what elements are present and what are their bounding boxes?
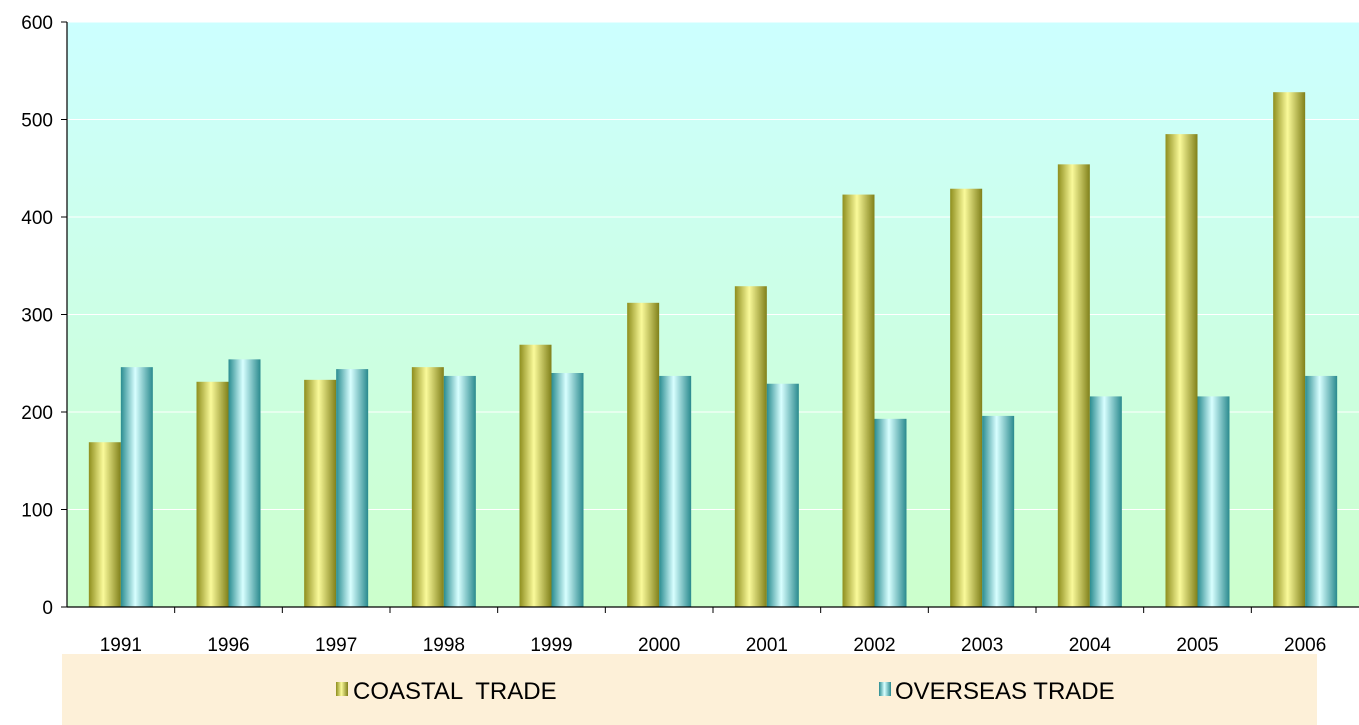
legend-label-overseas: OVERSEAS TRADE [895, 678, 1115, 705]
y-tick-label: 200 [21, 403, 53, 424]
x-tick-label: 1996 [207, 635, 249, 656]
y-tick-label: 0 [42, 598, 53, 619]
legend-swatch-coastal [336, 682, 348, 696]
legend-label-coastal: COASTAL TRADE [353, 678, 557, 705]
x-axis-labels: 1991 1996 1997 1998 1999 2000 2001 2002 2003 2004… [100, 635, 1327, 656]
bar-coastal-1998 [411, 367, 444, 607]
y-tick-label: 500 [21, 111, 53, 132]
bar-coastal-1996 [196, 381, 229, 607]
x-tick-label: 2003 [961, 635, 1003, 656]
bar-overseas-1999 [551, 373, 584, 607]
bar-coastal-2004 [1057, 164, 1090, 607]
bar-overseas-1991 [120, 367, 153, 607]
y-tick-label: 400 [21, 208, 53, 229]
bar-coastal-2003 [950, 188, 983, 607]
x-tick-label: 2005 [1176, 635, 1218, 656]
bar-overseas-1998 [443, 375, 476, 607]
bar-overseas-2000 [659, 375, 692, 607]
bar-overseas-2004 [1089, 396, 1122, 607]
legend-item-coastal: COASTAL TRADE [336, 678, 557, 705]
x-tick-label: 2001 [746, 635, 788, 656]
x-tick-label: 1999 [530, 635, 572, 656]
bar-coastal-1997 [304, 379, 337, 607]
bar-overseas-2005 [1197, 396, 1230, 607]
y-tick-label: 300 [21, 306, 53, 327]
legend-swatch-overseas [879, 682, 891, 696]
axes [61, 21, 1359, 613]
y-tick-label: 100 [21, 501, 53, 522]
bar-overseas-1996 [228, 359, 261, 607]
x-tick-label: 2006 [1284, 635, 1326, 656]
bar-coastal-2001 [734, 286, 767, 607]
x-tick-label: 1991 [100, 635, 142, 656]
bar-overseas-2003 [982, 415, 1015, 607]
x-tick-label: 2002 [853, 635, 895, 656]
bar-coastal-1991 [88, 442, 121, 607]
y-axis-labels: 0 100 200 300 400 500 600 [21, 13, 53, 619]
x-tick-label: 2000 [638, 635, 680, 656]
bar-overseas-2002 [874, 418, 907, 607]
bar-coastal-1999 [519, 344, 552, 607]
y-tick-label: 600 [21, 13, 53, 34]
x-tick-label: 1997 [315, 635, 357, 656]
legend-box [62, 654, 1317, 725]
gridlines [67, 21, 1359, 510]
bars [88, 92, 1338, 607]
bar-overseas-2006 [1305, 375, 1338, 607]
legend-item-overseas: OVERSEAS TRADE [879, 678, 1115, 705]
x-tick-label: 2004 [1069, 635, 1112, 656]
bar-coastal-2005 [1165, 134, 1198, 607]
bar-coastal-2000 [627, 302, 660, 607]
bar-overseas-2001 [766, 383, 799, 607]
bar-overseas-1997 [336, 369, 369, 607]
bar-coastal-2002 [842, 194, 875, 607]
bar-coastal-2006 [1273, 92, 1306, 607]
x-tick-label: 1998 [423, 635, 465, 656]
